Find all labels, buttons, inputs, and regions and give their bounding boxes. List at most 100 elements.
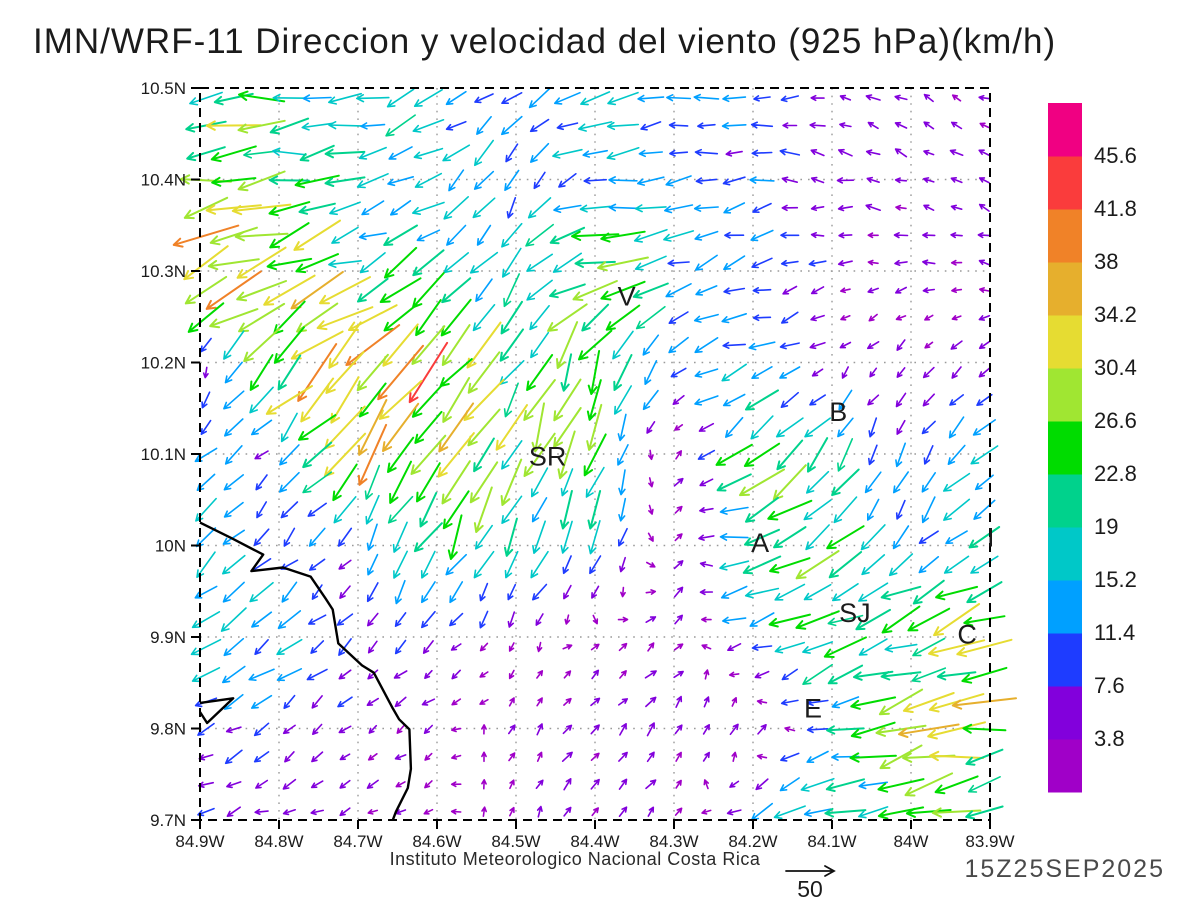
wind-arrow xyxy=(827,664,864,685)
wind-arrow xyxy=(191,611,221,629)
wind-arrow xyxy=(563,806,572,817)
wind-arrow xyxy=(552,252,582,273)
wind-arrow xyxy=(694,254,718,271)
x-axis-labels: 84.9W 84.8W 84.7W 84.6W 84.5W 84.4W 84.3W 84.2W… xyxy=(175,832,1014,851)
wind-arrow xyxy=(559,490,573,530)
wind-arrow xyxy=(450,808,462,815)
wind-arrow xyxy=(556,321,579,369)
wind-arrow xyxy=(898,723,960,738)
wind-arrow xyxy=(751,644,773,651)
wind-arrow xyxy=(183,196,229,220)
wind-arrow xyxy=(329,201,361,216)
y-tick-label: 9.8N xyxy=(150,720,186,739)
wind-arrow xyxy=(387,176,414,187)
wind-arrow xyxy=(965,805,1004,820)
wind-arrow xyxy=(311,751,324,763)
wind-arrow xyxy=(366,697,379,706)
wind-arrow xyxy=(978,259,991,266)
wind-arrow xyxy=(338,559,352,570)
wind-arrow xyxy=(648,477,654,488)
wind-arrow xyxy=(674,505,683,514)
colorbar-label: 26.6 xyxy=(1094,408,1137,433)
wind-arrow xyxy=(810,149,825,157)
wind-arrow xyxy=(968,526,1001,549)
x-tick-label: 84.7W xyxy=(333,832,382,851)
wind-arrow xyxy=(921,472,936,493)
wind-arrow xyxy=(832,583,859,602)
wind-arrow xyxy=(795,610,840,630)
coastline-path xyxy=(198,697,235,725)
wind-arrow xyxy=(530,550,549,579)
wind-arrow xyxy=(723,287,746,295)
wind-arrow xyxy=(867,259,879,266)
wind-arrow xyxy=(358,146,387,160)
wind-arrow xyxy=(617,616,629,623)
wind-arrow xyxy=(591,669,600,680)
colorbar-label: 38 xyxy=(1094,249,1118,274)
wind-arrow xyxy=(949,394,964,406)
wind-arrow xyxy=(781,311,799,324)
wind-arrow xyxy=(390,200,412,216)
wind-arrow xyxy=(600,280,646,301)
wind-arrow xyxy=(299,144,335,162)
wind-arrow xyxy=(336,613,354,626)
x-tick-label: 84.8W xyxy=(254,832,303,851)
wind-arrow xyxy=(780,259,799,267)
wind-arrow xyxy=(210,145,257,163)
wind-arrow xyxy=(751,149,773,157)
wind-arrow xyxy=(840,315,851,321)
wind-arrow xyxy=(581,303,610,332)
wind-arrow xyxy=(276,668,303,682)
wind-arrow xyxy=(743,442,781,467)
wind-arrow xyxy=(956,638,1013,658)
wind-arrow xyxy=(526,253,553,272)
wind-arrow xyxy=(561,751,573,762)
wind-arrow xyxy=(509,806,515,817)
wind-arrow xyxy=(950,204,963,211)
wind-arrow xyxy=(277,354,302,391)
wind-arrow xyxy=(328,259,362,268)
x-tick-label: 84W xyxy=(894,832,929,851)
wind-arrow xyxy=(645,589,657,595)
wind-arrow xyxy=(780,231,800,239)
wind-arrow xyxy=(620,586,626,598)
wind-arrow xyxy=(361,200,385,216)
wind-arrow xyxy=(310,640,325,654)
wind-arrow xyxy=(720,585,748,599)
wind-arrow xyxy=(449,581,464,604)
wind-arrow xyxy=(389,460,412,504)
colorbar-segment xyxy=(1048,103,1082,157)
wind-arrow xyxy=(183,245,229,281)
wind-arrow xyxy=(828,551,863,579)
wind-arrow xyxy=(339,779,351,789)
wind-arrow xyxy=(579,204,611,213)
wind-arrow xyxy=(918,556,940,574)
wind-arrow xyxy=(836,177,855,184)
wind-arrow xyxy=(754,670,770,679)
wind-arrow xyxy=(779,777,800,792)
wind-arrow xyxy=(308,527,326,547)
wind-arrow xyxy=(202,366,209,379)
wind-arrow xyxy=(642,334,660,356)
wind-arrow xyxy=(811,368,824,377)
wind-arrow xyxy=(722,616,747,624)
wind-arrow xyxy=(366,779,379,789)
wind-arrow xyxy=(978,177,990,184)
wind-arrow xyxy=(211,176,257,187)
wind-arrow xyxy=(532,520,546,554)
wind-arrow xyxy=(867,232,879,239)
wind-arrow xyxy=(943,472,971,492)
y-tick-label: 10.3N xyxy=(141,262,186,281)
wind-arrow xyxy=(674,614,683,625)
wind-arrow xyxy=(220,607,247,632)
wind-arrow xyxy=(295,253,339,274)
wind-arrow xyxy=(226,806,241,817)
wind-arrow xyxy=(535,779,544,789)
wind-arrow xyxy=(673,477,684,487)
wind-arrow xyxy=(447,514,463,560)
wind-arrow xyxy=(500,300,523,335)
wind-arrow xyxy=(508,642,515,652)
wind-arrow xyxy=(467,408,501,447)
wind-arrow xyxy=(922,393,935,407)
wind-arrow xyxy=(526,354,554,391)
